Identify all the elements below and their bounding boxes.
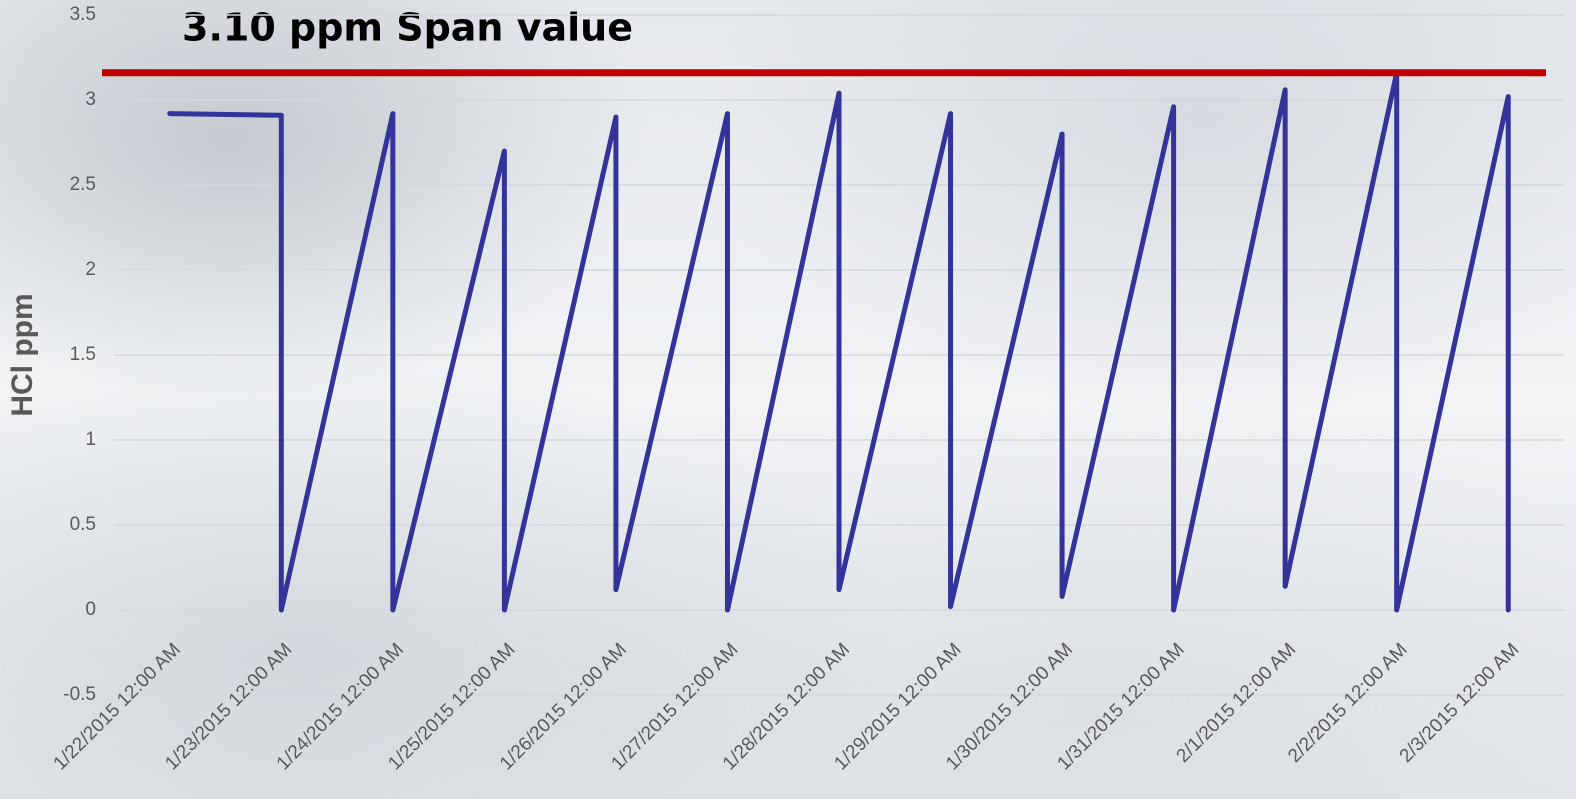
y-tick-label: 2.5 [70, 174, 96, 195]
y-tick-label: 2 [85, 259, 96, 280]
x-tick-label: 1/27/2015 12:00 AM [607, 639, 742, 774]
x-tick-label: 1/24/2015 12:00 AM [273, 639, 408, 774]
y-tick-label: 0.5 [70, 514, 96, 535]
x-tick-label: 1/22/2015 12:00 AM [50, 639, 185, 774]
y-tick-label: 1 [85, 429, 96, 450]
x-tick-label: 1/30/2015 12:00 AM [942, 639, 1077, 774]
y-tick-label: 1.5 [70, 344, 96, 365]
y-axis-label: HCl ppm [6, 293, 39, 416]
x-tick-label: 2/2/2015 12:00 AM [1284, 639, 1412, 767]
y-tick-label: -0.5 [63, 684, 96, 705]
y-tick-label: 0 [85, 599, 96, 620]
x-tick-label: 1/25/2015 12:00 AM [384, 639, 519, 774]
x-tick-label: 1/28/2015 12:00 AM [719, 639, 854, 774]
x-tick-label: 1/31/2015 12:00 AM [1054, 639, 1189, 774]
x-tick-label: 1/23/2015 12:00 AM [161, 639, 296, 774]
y-tick-label: 3 [85, 89, 96, 110]
x-tick-label: 2/1/2015 12:00 AM [1173, 639, 1301, 767]
chart-title: 3.10 ppm Span value [182, 6, 633, 50]
y-tick-label: 3.5 [70, 4, 96, 25]
x-tick-label: 2/3/2015 12:00 AM [1396, 639, 1524, 767]
x-tick-label: 1/29/2015 12:00 AM [830, 639, 965, 774]
data-line [167, 70, 1511, 613]
x-tick-label: 1/26/2015 12:00 AM [496, 639, 631, 774]
